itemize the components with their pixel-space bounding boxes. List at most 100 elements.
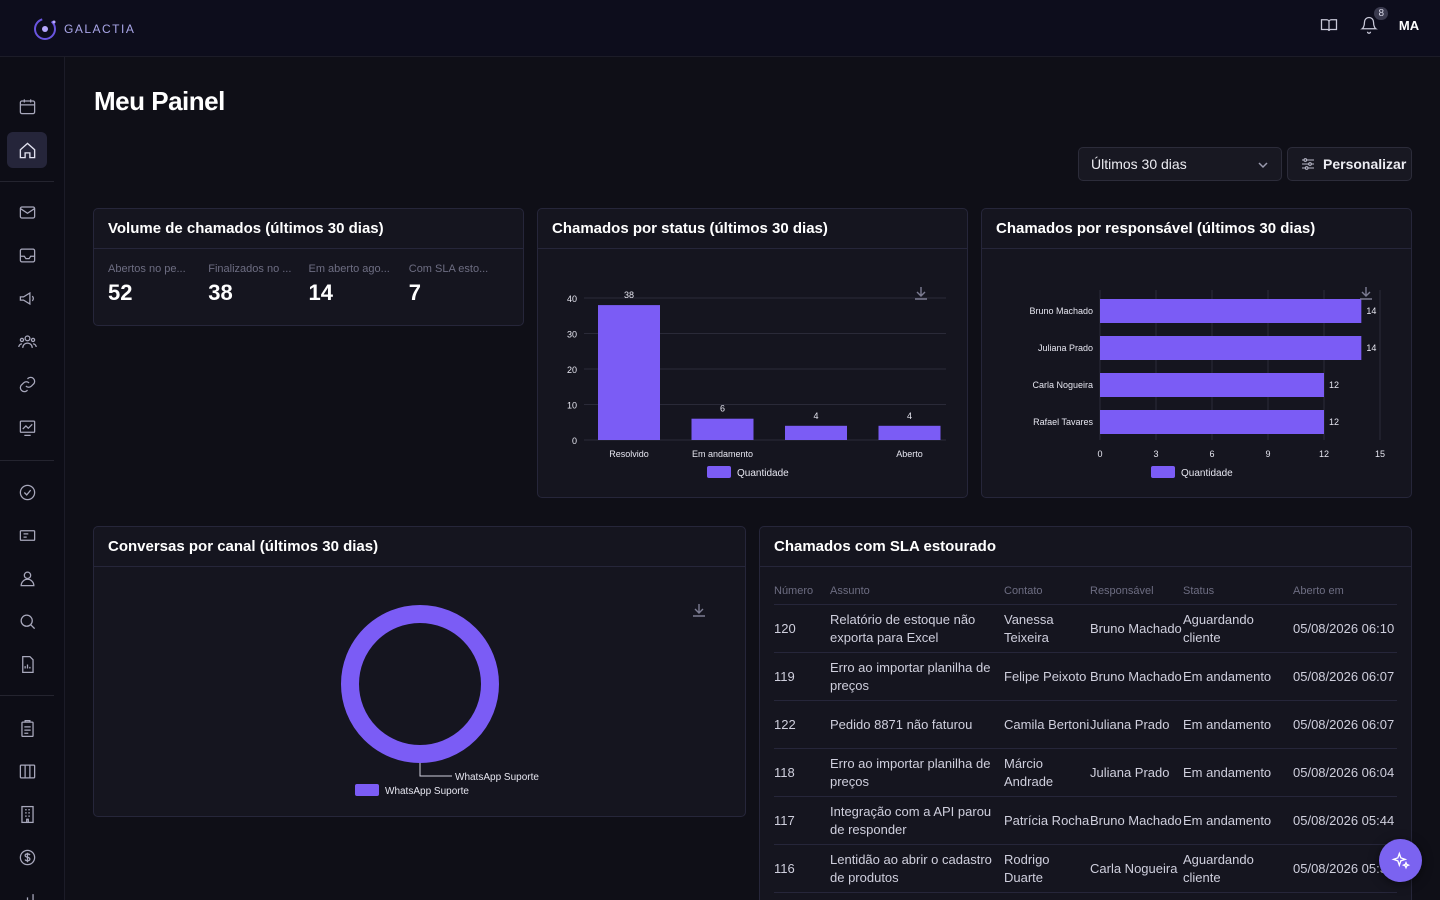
sidebar-item-kanban[interactable] — [7, 753, 47, 789]
ticket-number: 120 — [774, 604, 830, 653]
kpi-sla-breached: Com SLA esto... 7 — [409, 263, 509, 306]
ticket-number: 117 — [774, 796, 830, 845]
sidebar-item-companies[interactable] — [7, 796, 47, 832]
download-icon[interactable] — [1360, 287, 1372, 300]
legend-label: WhatsApp Suporte — [385, 786, 469, 797]
donut-slice[interactable] — [341, 605, 499, 763]
column-header[interactable]: Contato — [1004, 585, 1090, 605]
column-header[interactable]: Assunto — [830, 585, 1004, 605]
sidebar-item-inbox[interactable] — [7, 237, 47, 273]
ticket-opened-at: 05/08/2026 06:04 — [1293, 748, 1397, 797]
sidebar-item-home[interactable] — [7, 132, 47, 168]
kpi-label: Com SLA esto... — [408, 263, 489, 275]
ticket-assignee: Bruno Machado — [1090, 796, 1183, 845]
calendar-icon — [19, 98, 35, 114]
download-icon[interactable] — [915, 287, 927, 300]
sidebar-item-analytics[interactable] — [7, 882, 47, 900]
sidebar-item-finance[interactable] — [7, 839, 47, 875]
table-row[interactable]: 118 Erro ao importar planilha de preços … — [774, 748, 1397, 797]
kpi-value: 38 — [208, 280, 233, 305]
column-header[interactable]: Status — [1183, 585, 1293, 605]
ai-assistant-button[interactable] — [1379, 839, 1422, 882]
sidebar-item-search[interactable] — [7, 603, 47, 639]
ticket-contact: Felipe Peixoto — [1004, 652, 1090, 701]
book-icon[interactable] — [1318, 14, 1340, 36]
legend-label: Quantidade — [1181, 468, 1233, 479]
table-row[interactable]: 122 Pedido 8871 não faturou Camila Berto… — [774, 700, 1397, 749]
customize-button[interactable]: Personalizar — [1287, 147, 1412, 181]
ticket-assignee: Juliana Prado — [1090, 748, 1183, 797]
kpi-open-now: Em aberto ago... 14 — [309, 263, 409, 306]
ticket-number: 122 — [774, 700, 830, 749]
notifications-bell[interactable]: 8 — [1358, 7, 1388, 36]
x-tick-label: 0 — [1097, 449, 1102, 459]
logo[interactable]: GALACTIA — [32, 16, 135, 42]
sidebar-item-teams[interactable] — [7, 323, 47, 359]
bar — [1100, 373, 1324, 397]
ticket-status: Aguardando cliente — [1183, 604, 1293, 653]
x-tick-label: Aberto — [896, 449, 923, 459]
column-header[interactable]: Número — [774, 585, 830, 605]
sidebar-item-clipboard[interactable] — [7, 710, 47, 746]
bar — [1100, 299, 1362, 323]
ticket-opened-at: 05/08/2026 05:44 — [1293, 796, 1397, 845]
bar-value-label: 4 — [813, 411, 818, 421]
sliders-icon — [1302, 158, 1314, 170]
ticket-assignee: Bruno Machado — [1090, 652, 1183, 701]
download-icon[interactable] — [693, 604, 705, 617]
kpi-opened: Abertos no pe... 52 — [108, 263, 208, 306]
status-card: Chamados por status (últimos 30 dias) 0 1… — [537, 208, 968, 498]
sla-table: Número Assunto Contato Responsável Statu… — [774, 585, 1397, 893]
chevron-down-icon — [1258, 162, 1268, 169]
check-circle-icon — [19, 484, 35, 500]
kpi-value: 52 — [108, 280, 133, 305]
megaphone-icon — [19, 291, 34, 305]
ticket-opened-at: 05/08/2026 06:07 — [1293, 652, 1397, 701]
customize-button-label: Personalizar — [1323, 156, 1407, 172]
table-row[interactable]: 120 Relatório de estoque não exporta par… — [774, 604, 1397, 653]
table-header-row: Número Assunto Contato Responsável Statu… — [774, 585, 1397, 605]
kpi-value: 14 — [308, 280, 333, 305]
ticket-contact: Márcio Andrade — [1004, 748, 1090, 797]
legend-swatch — [355, 784, 379, 796]
sidebar-item-tasks[interactable] — [7, 474, 47, 510]
sidebar-item-mail[interactable] — [7, 194, 47, 230]
bar-value-label: 12 — [1329, 380, 1339, 390]
sidebar-item-calendar[interactable] — [7, 88, 47, 124]
sidebar-item-dashboards[interactable] — [7, 409, 47, 445]
x-tick-label: 9 — [1265, 449, 1270, 459]
bar — [1100, 410, 1324, 434]
table-row[interactable]: 119 Erro ao importar planilha de preços … — [774, 652, 1397, 701]
ticket-subject: Relatório de estoque não exporta para Ex… — [830, 604, 1004, 653]
report-icon — [21, 655, 34, 673]
ticket-contact: Rodrigo Duarte — [1004, 844, 1090, 893]
ticket-contact: Camila Bertoni — [1004, 700, 1090, 749]
bar — [1100, 336, 1362, 360]
ticket-number: 119 — [774, 652, 830, 701]
ticket-status: Aguardando cliente — [1183, 844, 1293, 893]
period-select-value: Últimos 30 dias — [1091, 156, 1187, 172]
column-header[interactable]: Responsável — [1090, 585, 1183, 605]
sidebar-item-tickets[interactable] — [7, 517, 47, 553]
ticket-status: Em andamento — [1183, 652, 1293, 701]
sidebar-item-campaigns[interactable] — [7, 280, 47, 316]
y-tick-label: 0 — [572, 436, 577, 446]
table-row[interactable]: 117 Integração com a API parou de respon… — [774, 796, 1397, 845]
column-header[interactable]: Aberto em — [1293, 585, 1397, 605]
table-row[interactable]: 116 Lentidão ao abrir o cadastro de prod… — [774, 844, 1397, 893]
user-avatar[interactable]: MA — [1398, 17, 1420, 33]
ticket-subject: Erro ao importar planilha de preços — [830, 652, 1004, 701]
x-tick-label: 3 — [1153, 449, 1158, 459]
sidebar-item-contacts[interactable] — [7, 560, 47, 596]
sidebar-item-reports[interactable] — [7, 646, 47, 682]
period-select[interactable]: Últimos 30 dias — [1078, 147, 1282, 181]
top-bar: GALACTIA 8 MA — [0, 0, 1440, 57]
x-tick-label: 6 — [1209, 449, 1214, 459]
responsible-card: Chamados por responsável (últimos 30 dia… — [981, 208, 1412, 498]
bell-icon — [1360, 16, 1378, 34]
bar — [785, 425, 847, 440]
chart-board-icon — [19, 420, 35, 436]
search-icon — [20, 614, 35, 629]
volume-card-title: Volume de chamados (últimos 30 dias) — [94, 209, 523, 249]
sidebar-item-integrations[interactable] — [7, 366, 47, 402]
